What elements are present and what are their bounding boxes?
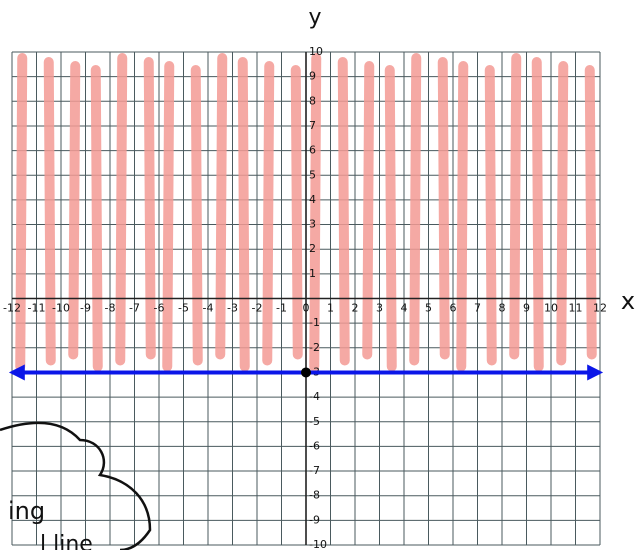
x-tick-label: -11: [28, 302, 46, 315]
cloud-sketch: [0, 421, 152, 550]
shading-stroke: [43, 57, 56, 366]
point: [301, 367, 311, 378]
x-tick-label: 1: [327, 302, 334, 315]
x-tick-label: 2: [352, 302, 359, 315]
x-tick-label: 12: [593, 302, 607, 315]
shading-stroke: [143, 57, 156, 360]
y-tick-label: -5: [309, 415, 320, 428]
shading-stroke: [290, 65, 303, 360]
y-tick-label: 2: [309, 242, 316, 255]
x-tick-label: -10: [52, 302, 70, 315]
shading-stroke: [384, 65, 397, 372]
shading-stroke: [584, 65, 597, 360]
shading-stroke: [437, 57, 450, 360]
shading-stroke: [215, 53, 228, 360]
shading-stroke: [262, 61, 275, 366]
y-tick-label: -6: [309, 439, 320, 452]
y-tick-label: -7: [309, 464, 320, 477]
y-tick-label: -10: [309, 538, 327, 550]
shading-stroke: [531, 57, 544, 372]
annotation: l line: [40, 532, 93, 550]
y-tick-label: 10: [309, 45, 323, 58]
x-tick-label: -6: [154, 302, 165, 315]
y-tick-label: -8: [309, 489, 320, 502]
y-tick-label: 8: [309, 94, 316, 107]
x-tick-label: -5: [178, 302, 189, 315]
x-tick-label: -2: [252, 302, 263, 315]
shading-stroke: [162, 61, 175, 372]
y-axis-label: y: [308, 5, 321, 30]
y-tick-label: -9: [309, 513, 320, 526]
shading-stroke: [409, 53, 422, 366]
shading-stroke: [237, 57, 250, 372]
x-tick-label: -1: [276, 302, 287, 315]
shading-stroke: [90, 65, 103, 372]
shading-stroke: [484, 65, 497, 366]
x-tick-label: 4: [401, 302, 408, 315]
shading-stroke: [15, 53, 28, 372]
x-tick-label: -12: [3, 302, 21, 315]
shading-stroke: [556, 61, 569, 366]
x-tick-label: 3: [376, 302, 383, 315]
shading-stroke: [68, 61, 81, 360]
shading-stroke: [309, 53, 322, 372]
x-tick-label: -8: [105, 302, 116, 315]
x-axis-label: x: [621, 287, 635, 315]
x-tick-label: 11: [569, 302, 583, 315]
x-tick-label: 9: [523, 302, 530, 315]
x-tick-label: -7: [129, 302, 140, 315]
x-tick-label: 5: [425, 302, 432, 315]
x-tick-label: 0: [303, 302, 310, 315]
shading-stroke: [115, 53, 128, 366]
y-tick-label: 4: [309, 193, 316, 206]
shading-stroke: [456, 61, 469, 372]
x-tick-label: 10: [544, 302, 558, 315]
y-tick-label: 1: [309, 267, 316, 280]
y-tick-label: 9: [309, 70, 316, 83]
y-tick-label: 3: [309, 218, 316, 231]
y-tick-label: 5: [309, 168, 316, 181]
shading-stroke: [190, 65, 203, 366]
y-tick-label: 6: [309, 144, 316, 157]
x-tick-label: 8: [499, 302, 506, 315]
y-tick-label: -4: [309, 390, 320, 403]
annotation: ing: [8, 497, 45, 525]
shading-stroke: [362, 61, 375, 360]
x-tick-label: -3: [227, 302, 238, 315]
y-tick-label: 7: [309, 119, 316, 132]
x-tick-label: -4: [203, 302, 214, 315]
y-tick-label: -1: [309, 316, 320, 329]
shading-stroke: [337, 57, 350, 366]
x-tick-label: 6: [450, 302, 457, 315]
x-tick-label: 7: [474, 302, 481, 315]
y-tick-label: -2: [309, 341, 320, 354]
shading-stroke: [509, 53, 522, 360]
x-tick-label: -9: [80, 302, 91, 315]
